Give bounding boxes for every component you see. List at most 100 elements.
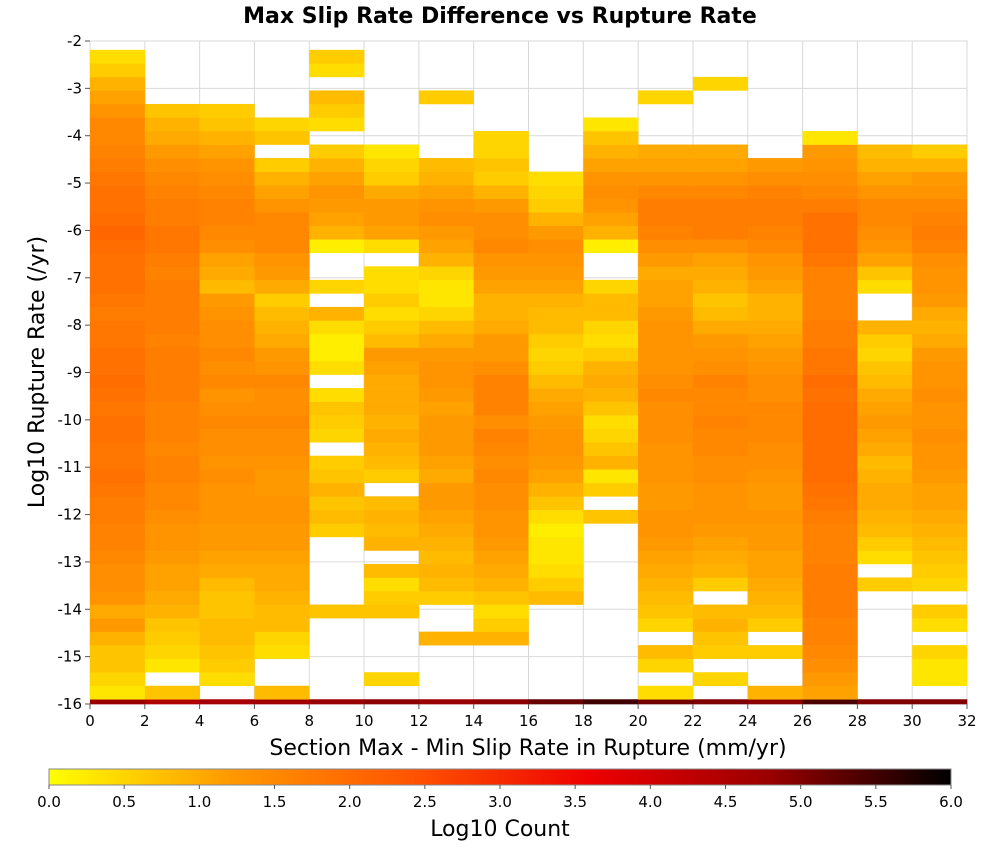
heatmap-cell	[90, 158, 146, 172]
heatmap-cell	[144, 550, 200, 565]
heatmap-cell	[473, 550, 529, 565]
heatmap-cell	[802, 482, 858, 497]
heatmap-cell	[802, 658, 858, 673]
heatmap-cell	[364, 469, 420, 484]
heatmap-cell	[144, 428, 200, 443]
heatmap-cell	[692, 482, 749, 497]
heatmap-cell	[418, 415, 474, 429]
heatmap-cell	[638, 293, 694, 308]
heatmap-cell	[144, 509, 200, 524]
heatmap-cell	[857, 482, 913, 497]
heatmap-cell	[364, 388, 420, 402]
x-axis-label: Section Max - Min Slip Rate in Rupture (…	[269, 736, 786, 761]
heatmap-cell	[90, 185, 146, 199]
heatmap-cell	[473, 631, 529, 646]
heatmap-cell	[802, 509, 858, 524]
heatmap-cell	[638, 645, 694, 659]
heatmap-cell	[473, 509, 529, 524]
heatmap-cell	[802, 239, 858, 254]
heatmap-cell	[583, 225, 639, 240]
heatmap-cell	[747, 550, 803, 565]
heatmap-cell	[747, 212, 803, 227]
heatmap-cell	[912, 523, 968, 538]
heatmap-cell	[802, 428, 858, 443]
heatmap-cell	[802, 131, 858, 145]
heatmap-cell	[747, 293, 803, 308]
heatmap-cell	[802, 401, 858, 416]
heatmap-cell	[254, 306, 310, 321]
heatmap-cell	[144, 239, 200, 254]
heatmap-cell	[638, 374, 694, 389]
x-tick-label: 0	[85, 712, 95, 730]
heatmap-cell	[692, 631, 749, 646]
heatmap-cell	[199, 442, 255, 457]
heatmap-cell	[583, 320, 639, 335]
heatmap-cell	[912, 347, 968, 362]
heatmap-cell	[144, 361, 200, 375]
heatmap-cell	[309, 212, 365, 227]
heatmap-cell	[254, 131, 310, 145]
heatmap-cell	[364, 333, 420, 348]
heatmap-cell	[802, 699, 858, 705]
heatmap-cell	[309, 198, 365, 213]
heatmap-cell	[528, 496, 584, 511]
heatmap-cell	[528, 306, 584, 321]
heatmap-cell	[747, 266, 803, 281]
heatmap-cell	[418, 306, 474, 321]
heatmap-cell	[912, 428, 968, 443]
heatmap-cell	[857, 212, 913, 227]
heatmap-cell	[528, 185, 584, 199]
heatmap-cell	[583, 158, 639, 172]
chart-title: Max Slip Rate Difference vs Rupture Rate	[243, 4, 757, 29]
heatmap-cell	[90, 49, 146, 64]
x-tick-label: 26	[793, 712, 812, 730]
heatmap-cell	[857, 401, 913, 416]
heatmap-cell	[473, 523, 529, 538]
heatmap-cell	[199, 631, 255, 646]
heatmap-cell	[747, 171, 803, 186]
heatmap-cell	[254, 645, 310, 659]
heatmap-cell	[90, 239, 146, 254]
heatmap-cell	[638, 658, 694, 673]
heatmap-cell	[199, 347, 255, 362]
heatmap-cell	[199, 158, 255, 172]
y-tick-label: -7	[67, 269, 82, 287]
heatmap-cell	[144, 320, 200, 335]
heatmap-cell	[364, 604, 420, 619]
heatmap-cell	[857, 577, 913, 592]
heatmap-cell	[199, 577, 255, 592]
heatmap-cell	[802, 455, 858, 470]
heatmap-cell	[199, 469, 255, 484]
heatmap-cell	[254, 509, 310, 524]
heatmap-cell	[857, 550, 913, 565]
heatmap-cell	[90, 320, 146, 335]
heatmap-cell	[473, 536, 529, 551]
heatmap-cell	[90, 252, 146, 267]
heatmap-cell	[747, 523, 803, 538]
heatmap-cell	[528, 563, 584, 578]
heatmap-cell	[309, 158, 365, 172]
heatmap-cell	[90, 536, 146, 551]
heatmap-cell	[857, 374, 913, 389]
heatmap-cell	[364, 496, 420, 511]
heatmap-cell	[912, 361, 968, 375]
heatmap-cell	[199, 536, 255, 551]
heatmap-cell	[583, 699, 639, 705]
heatmap-cell	[912, 618, 968, 632]
heatmap-cell	[912, 374, 968, 389]
heatmap-cell	[90, 212, 146, 227]
heatmap-cell	[528, 442, 584, 457]
heatmap-cell	[802, 563, 858, 578]
heatmap-cell	[418, 225, 474, 240]
heatmap-cell	[254, 563, 310, 578]
y-tick-label: -16	[58, 695, 83, 713]
heatmap-cell	[473, 388, 529, 402]
heatmap-cell	[692, 699, 749, 705]
heatmap-cell	[199, 401, 255, 416]
x-tick-label: 18	[574, 712, 593, 730]
heatmap-cell	[90, 658, 146, 673]
heatmap-cell	[199, 415, 255, 429]
heatmap-cell	[692, 401, 749, 416]
heatmap-cell	[418, 577, 474, 592]
heatmap-cell	[309, 361, 365, 375]
